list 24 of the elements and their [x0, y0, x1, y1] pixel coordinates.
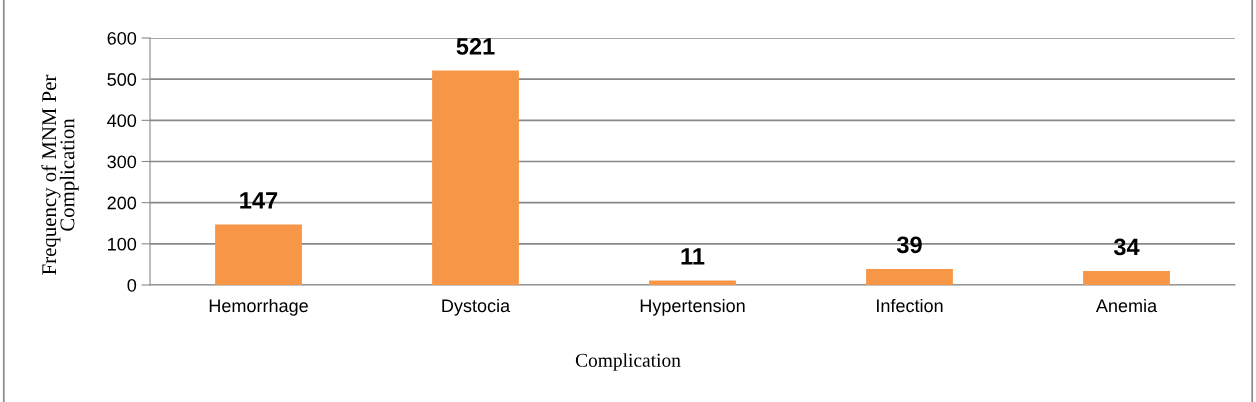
y-tick-label: 200 — [107, 196, 137, 210]
bar — [432, 70, 519, 285]
y-tick-label: 400 — [107, 114, 137, 128]
data-label: 147 — [240, 192, 278, 209]
x-tick-label: Anemia — [1095, 298, 1158, 313]
x-tick-label: Hemorrhage — [209, 298, 308, 316]
x-axis-title: Complication — [575, 353, 681, 371]
data-label: 34 — [1113, 238, 1140, 256]
data-label: 521 — [456, 38, 495, 55]
y-tick-label: 0 — [127, 278, 137, 292]
y-tick-label: 300 — [107, 155, 137, 169]
y-tick-label: 600 — [107, 31, 137, 45]
bar — [649, 280, 736, 285]
bar — [866, 268, 953, 285]
x-tick-label: Infection — [877, 298, 943, 313]
bar — [1083, 271, 1170, 285]
bar — [215, 224, 302, 285]
y-axis-title: Frequency of MNM Per Complication — [41, 74, 79, 275]
data-label: 11 — [681, 248, 705, 265]
x-tick-label: Hypertension — [640, 298, 745, 316]
x-tick-label: Dystocia — [442, 298, 511, 316]
data-label: 39 — [896, 236, 922, 254]
y-tick-label: 500 — [107, 73, 137, 86]
y-tick-label: 100 — [108, 237, 137, 251]
